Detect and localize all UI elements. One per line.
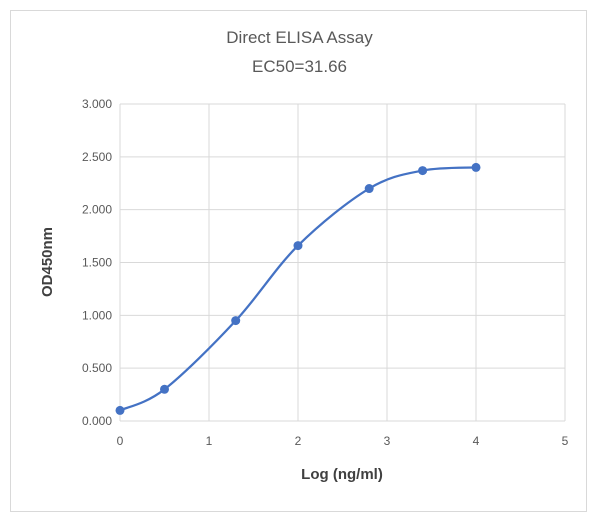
x-tick-label: 5 xyxy=(562,434,569,448)
x-tick-label: 2 xyxy=(295,434,302,448)
x-tick-label: 4 xyxy=(473,434,480,448)
chart-subtitle: EC50=31.66 xyxy=(252,57,347,76)
data-point xyxy=(471,162,481,172)
data-series xyxy=(115,162,481,415)
y-tick-label: 2.000 xyxy=(82,203,112,217)
data-point xyxy=(293,241,303,251)
data-point xyxy=(418,166,428,176)
y-tick-label: 0.000 xyxy=(82,414,112,428)
chart-title: Direct ELISA Assay xyxy=(226,28,373,47)
y-tick-label: 3.000 xyxy=(82,97,112,111)
tick-labels: 0 1 2 3 4 5 0.000 0.500 1.000 1.500 2.000 2.500 3.00… xyxy=(82,97,569,448)
data-point xyxy=(160,384,169,394)
x-tick-label: 0 xyxy=(117,434,124,448)
data-point xyxy=(115,405,125,415)
y-tick-label: 0.500 xyxy=(82,361,112,375)
gridlines xyxy=(119,103,566,422)
data-point xyxy=(364,184,374,194)
x-axis-title: Log (ng/ml) xyxy=(301,466,383,483)
x-tick-label: 3 xyxy=(384,434,391,448)
x-tick-label: 1 xyxy=(206,434,213,448)
data-point xyxy=(231,316,241,326)
y-tick-label: 1.500 xyxy=(82,256,112,270)
y-axis-title: OD450nm xyxy=(39,227,56,297)
y-tick-label: 2.500 xyxy=(82,150,112,164)
y-tick-label: 1.000 xyxy=(82,308,112,322)
